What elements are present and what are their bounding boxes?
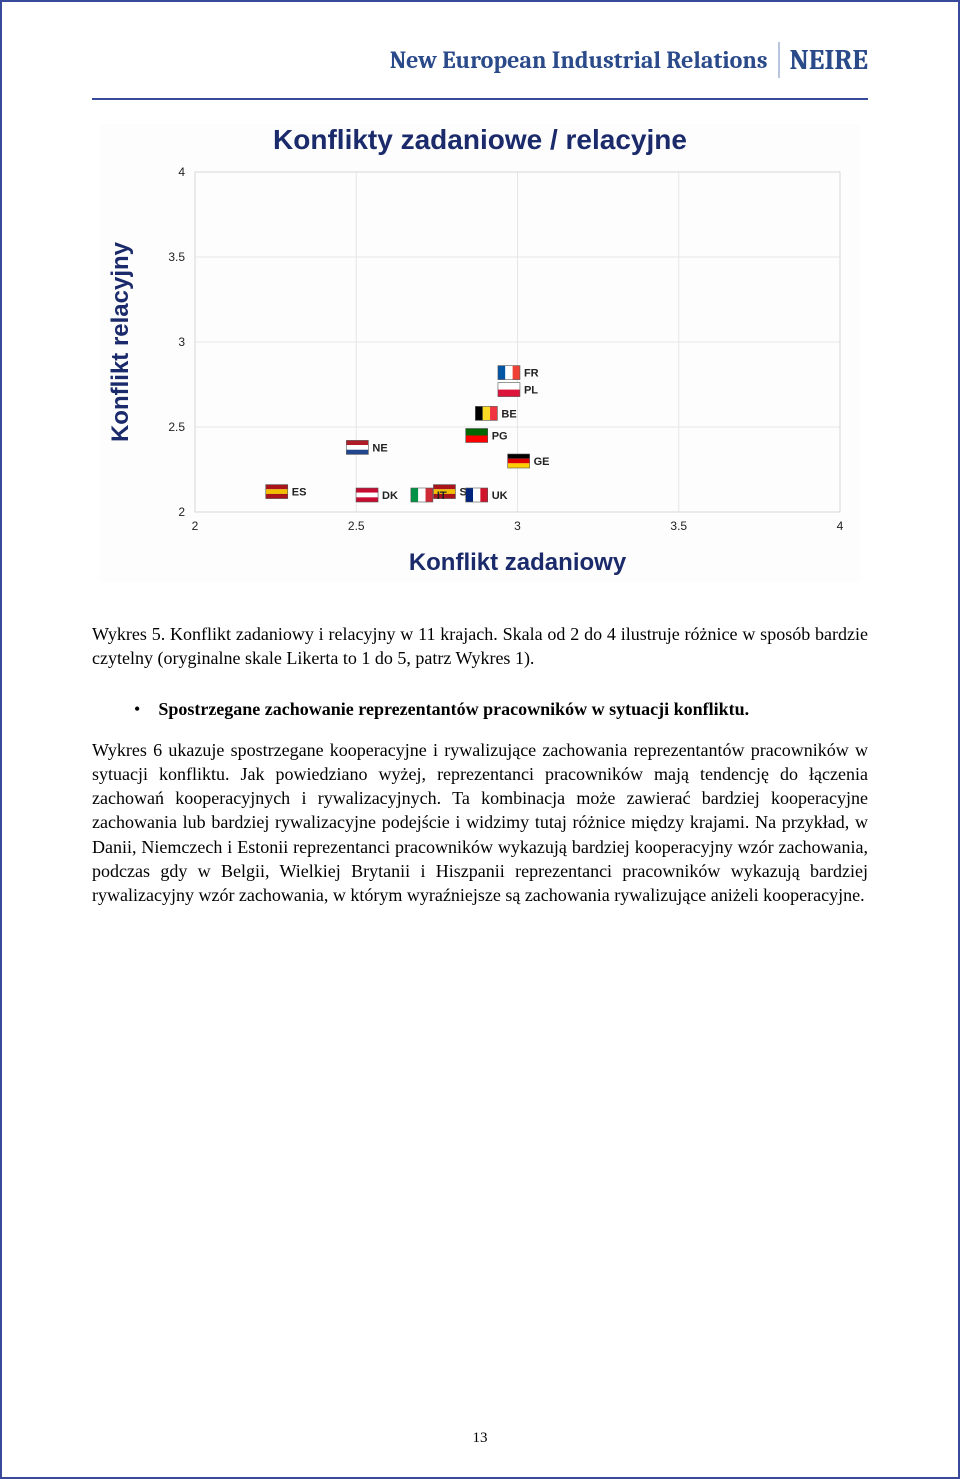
svg-text:DK: DK [382,490,398,502]
header-rule [92,98,868,100]
svg-text:PL: PL [524,385,538,397]
svg-text:Konflikt zadaniowy: Konflikt zadaniowy [409,549,627,576]
svg-text:4: 4 [178,165,185,179]
section-heading: Spostrzegane zachowanie reprezentantów p… [158,699,749,720]
body-paragraph: Wykres 6 ukazuje spostrzegane kooperacyj… [92,738,868,908]
svg-text:UK: UK [492,490,508,502]
svg-text:3.5: 3.5 [670,519,687,533]
svg-text:4: 4 [837,519,844,533]
svg-text:Konflikt relacyjny: Konflikt relacyjny [107,241,134,442]
svg-text:2: 2 [192,519,199,533]
svg-text:BE: BE [501,408,516,420]
svg-text:FR: FR [524,368,539,380]
bullet-icon: • [134,699,140,721]
svg-text:3.5: 3.5 [168,250,185,264]
svg-text:GE: GE [534,456,550,468]
chart-title: Konflikty zadaniowe / relacyjne [100,124,860,156]
svg-text:PG: PG [492,431,508,443]
svg-text:2.5: 2.5 [348,519,365,533]
scatter-chart: Konflikty zadaniowe / relacyjne 2 2.5 3 3.5… [100,124,860,582]
svg-text:2.5: 2.5 [168,420,185,434]
page-number: 13 [2,1430,958,1447]
page-header: New European Industrial Relations NEIRE [92,42,868,90]
point-ne: NE [346,440,387,454]
point-it: IT [411,488,447,502]
header-title: New European Industrial Relations [390,46,768,74]
svg-text:3: 3 [178,335,185,349]
svg-text:3: 3 [514,519,521,533]
point-uk: UK [466,488,508,502]
point-ge: GE [508,454,550,468]
svg-text:ES: ES [292,487,307,499]
header-logo: NEIRE [790,44,868,76]
point-pl: PL [498,383,538,397]
header-separator [778,42,780,78]
svg-text:NE: NE [372,442,387,454]
point-pg: PG [466,429,508,443]
point-es: ES [266,485,307,499]
point-be: BE [475,406,516,420]
svg-text:IT: IT [437,490,447,502]
svg-text:2: 2 [178,505,185,519]
point-fr: FR [498,366,539,380]
point-dk: DK [356,488,398,502]
chart-svg: 2 2.5 3 3.5 4 2 2.5 3 3.5 4 Konflikt zadaniowy Konf… [100,162,860,582]
figure-caption: Wykres 5. Konflikt zadaniowy i relacyjny… [92,622,868,671]
